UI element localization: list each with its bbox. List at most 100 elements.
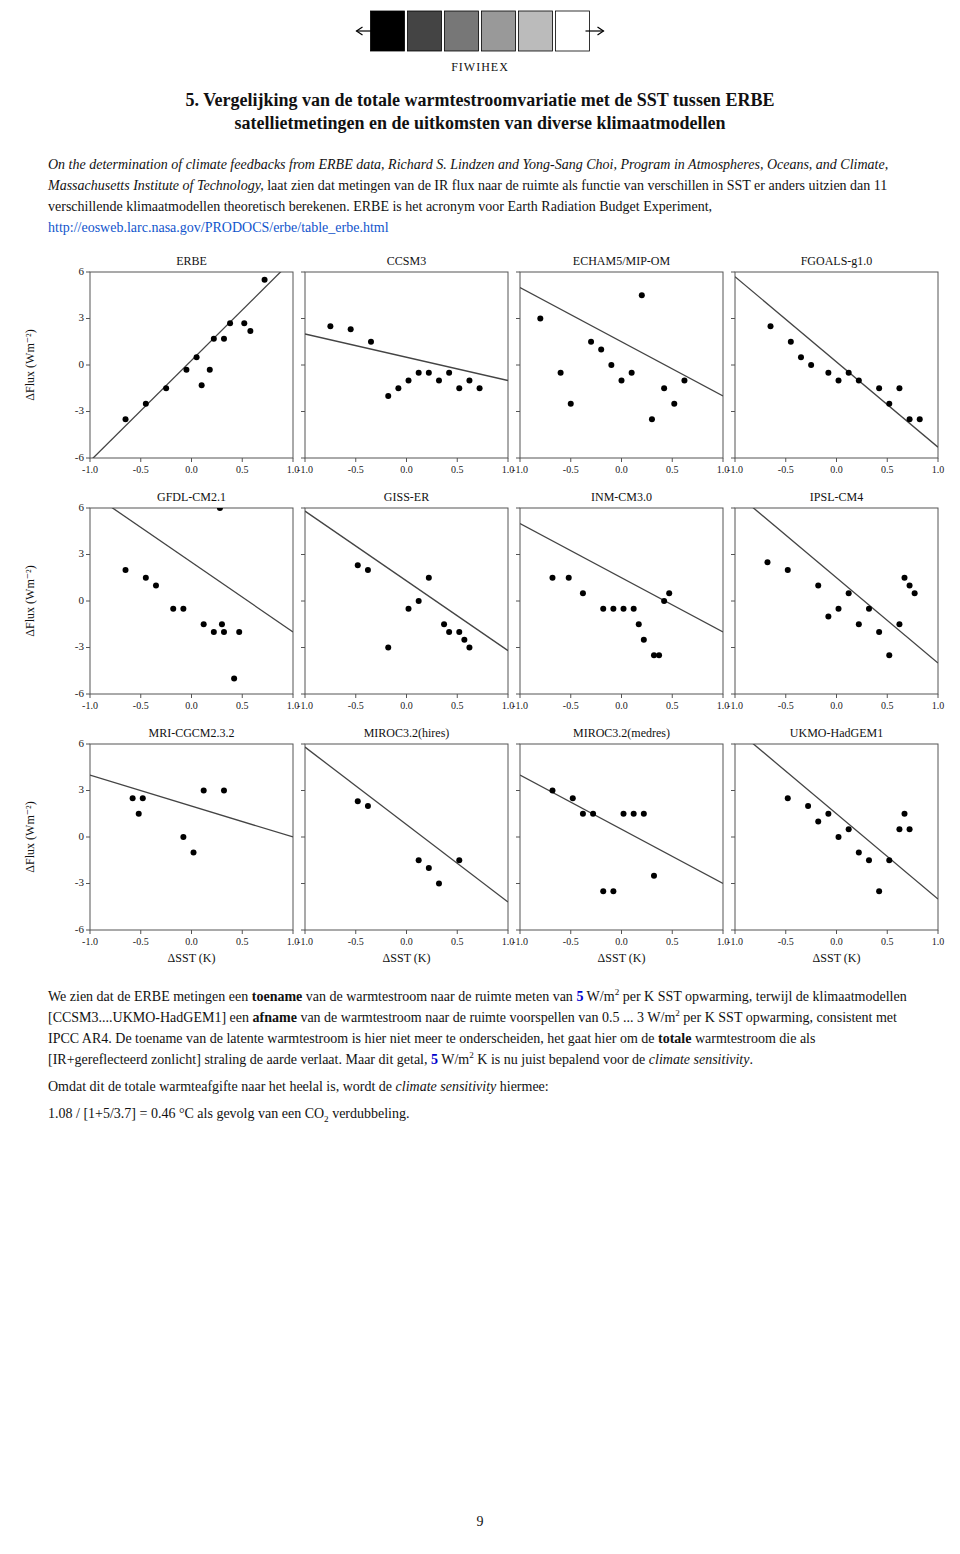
y-tick <box>301 790 305 791</box>
x-tick-label: -0.5 <box>563 936 579 947</box>
y-tick <box>301 693 305 694</box>
x-tick <box>140 458 141 462</box>
regression-line <box>735 744 938 899</box>
logo-arrow <box>357 30 375 31</box>
scatter-point <box>406 377 412 383</box>
plot-frame <box>520 272 723 458</box>
x-tick-label: -0.5 <box>133 936 149 947</box>
text-run: verdubbeling. <box>329 1106 410 1121</box>
panel-title: IPSL-CM4 <box>810 490 863 504</box>
y-tick-label: -3 <box>75 640 85 652</box>
scatter-point <box>566 575 572 581</box>
scatter-point <box>856 621 862 627</box>
panel: ERBE-1.0-0.50.00.51.0-6-3036ΔFlux (Wm⁻²) <box>23 254 299 475</box>
scatter-point <box>610 606 616 612</box>
text-run: 2 <box>615 987 620 997</box>
plot-frame <box>520 744 723 930</box>
plot-marks <box>735 744 938 899</box>
scatter-point <box>917 416 923 422</box>
x-tick <box>887 930 888 934</box>
scatter-point <box>876 385 882 391</box>
panel: INM-CM3.0-1.0-0.50.00.51.0 <box>512 490 729 711</box>
y-tick-label: 6 <box>79 500 85 512</box>
plot-marks <box>520 287 723 422</box>
x-axis-label: ΔSST (K) <box>813 951 861 965</box>
y-tick <box>86 743 90 744</box>
scatter-point <box>846 826 852 832</box>
x-tick <box>242 458 243 462</box>
y-axis-label: ΔFlux (Wm⁻²) <box>23 565 37 636</box>
text-run: W/m <box>438 1052 469 1067</box>
x-tick <box>621 694 622 698</box>
x-tick-label: 0.5 <box>451 464 464 475</box>
x-tick-label: 0.5 <box>236 700 249 711</box>
x-tick-label: -1.0 <box>82 464 98 475</box>
y-tick <box>731 883 735 884</box>
y-tick <box>86 457 90 458</box>
x-tick-label: 0.0 <box>830 700 843 711</box>
y-tick <box>301 457 305 458</box>
text-run: Earth Radiation Budget Experiment, <box>508 199 716 214</box>
plot-frame <box>90 508 293 694</box>
scatter-point <box>456 629 462 635</box>
scatter-point <box>641 811 647 817</box>
y-tick <box>731 929 735 930</box>
text-run: 2 <box>469 1050 474 1060</box>
regression-line <box>90 508 293 632</box>
scatter-point <box>590 811 596 817</box>
plot-marks <box>520 775 723 894</box>
scatter-point <box>262 277 268 283</box>
text-run: 2 <box>324 1114 329 1124</box>
plot-frame <box>90 744 293 930</box>
page-number: 9 <box>0 1514 960 1530</box>
x-tick <box>723 458 724 462</box>
y-tick <box>516 790 520 791</box>
title: 5. Vergelijking van de totale warmtestro… <box>40 89 920 136</box>
x-tick <box>191 930 192 934</box>
scatter-point <box>199 382 205 388</box>
scatter-point <box>866 857 872 863</box>
scatter-point <box>183 366 189 372</box>
scatter-point <box>441 621 447 627</box>
x-tick-label: 0.0 <box>185 936 198 947</box>
x-tick <box>723 930 724 934</box>
scatter-point <box>621 811 627 817</box>
scatter-point <box>123 416 129 422</box>
x-tick <box>508 930 509 934</box>
y-tick <box>301 364 305 365</box>
plot-frame <box>305 272 508 458</box>
scatter-point <box>907 826 913 832</box>
plot-marks <box>90 508 293 682</box>
x-tick <box>457 458 458 462</box>
regression-line <box>520 775 723 884</box>
y-tick-label: 3 <box>79 311 85 323</box>
x-tick-label: -1.0 <box>297 700 313 711</box>
scatter-point <box>907 416 913 422</box>
scatter-point <box>219 621 225 627</box>
scatter-point <box>426 575 432 581</box>
panel: ECHAM5/MIP-OM-1.0-0.50.00.51.0 <box>512 254 729 475</box>
x-tick-label: -0.5 <box>778 464 794 475</box>
x-tick <box>191 694 192 698</box>
scatter-point <box>466 377 472 383</box>
y-tick-label: 6 <box>79 264 85 276</box>
scatter-point <box>211 629 217 635</box>
scatter-point <box>815 582 821 588</box>
regression-line <box>735 276 938 447</box>
scatter-point <box>825 370 831 376</box>
y-tick-label: -3 <box>75 876 85 888</box>
scatter-point <box>191 849 197 855</box>
scatter-point <box>426 370 432 376</box>
scatter-point <box>661 385 667 391</box>
text-run: W/m <box>583 989 614 1004</box>
plot-frame <box>735 272 938 458</box>
x-tick <box>672 694 673 698</box>
x-tick <box>305 930 306 934</box>
x-tick-label: -1.0 <box>727 464 743 475</box>
scatter-point <box>221 335 227 341</box>
x-tick-label: 0.0 <box>400 464 413 475</box>
scatter-point <box>446 370 452 376</box>
x-tick <box>305 458 306 462</box>
y-tick <box>731 836 735 837</box>
x-tick <box>570 930 571 934</box>
